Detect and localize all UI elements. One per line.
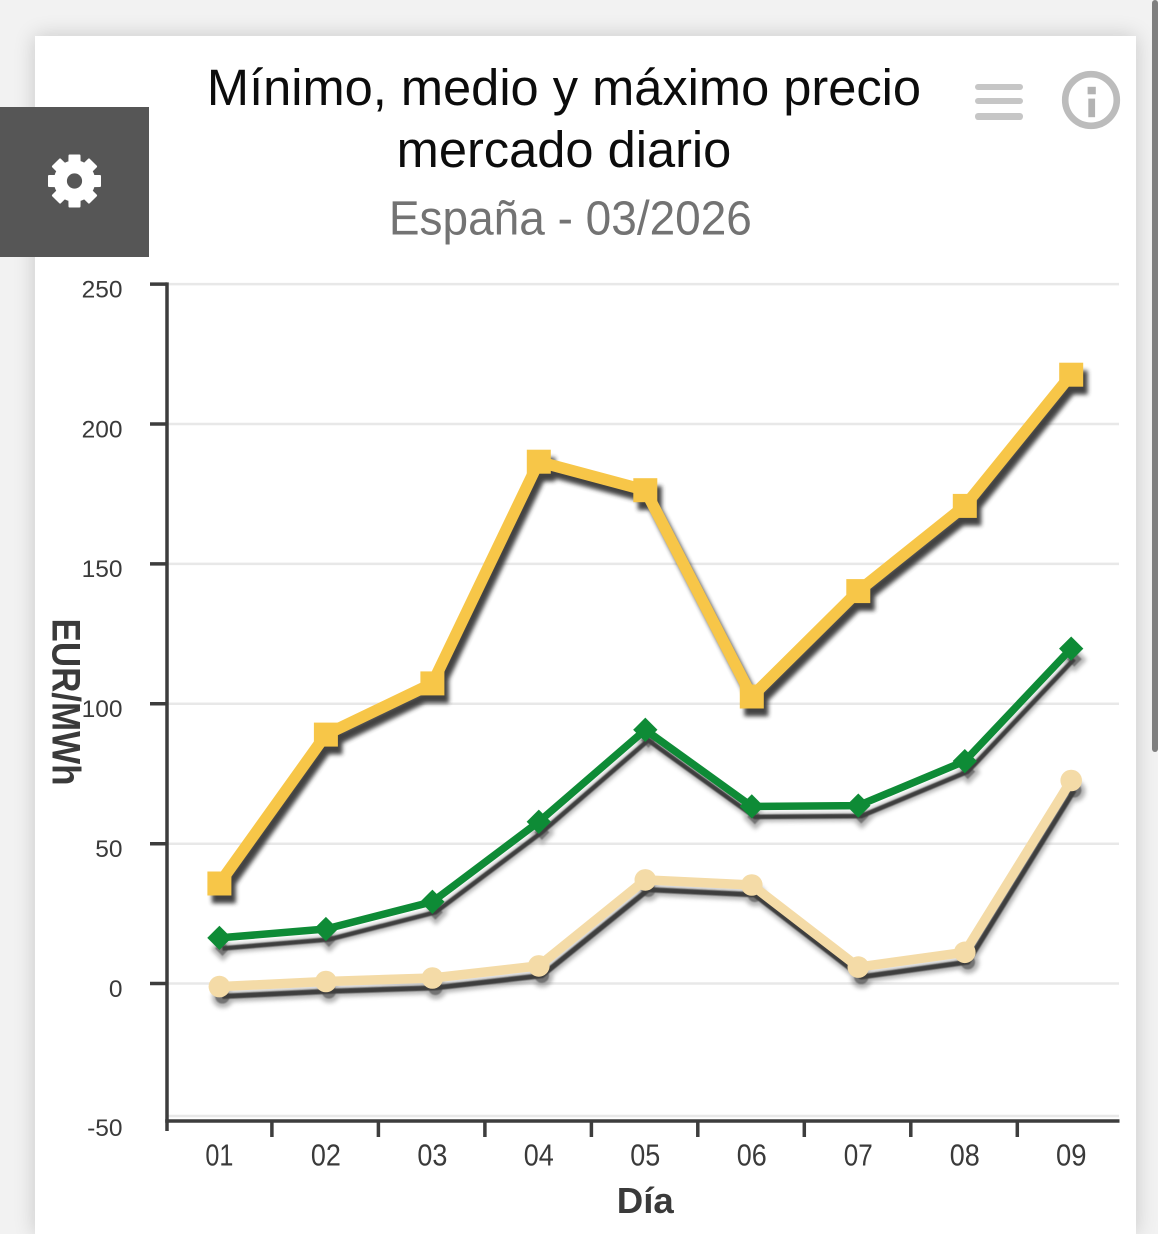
svg-text:09: 09 (1056, 1138, 1087, 1173)
svg-text:0: 0 (109, 976, 123, 1003)
svg-text:08: 08 (950, 1138, 980, 1173)
svg-text:100: 100 (82, 696, 123, 723)
svg-text:01: 01 (205, 1138, 233, 1173)
svg-text:04: 04 (524, 1138, 554, 1173)
svg-text:06: 06 (737, 1138, 767, 1173)
svg-text:250: 250 (82, 276, 123, 303)
svg-text:02: 02 (311, 1138, 341, 1173)
svg-text:EUR/MWh: EUR/MWh (44, 619, 88, 786)
svg-text:05: 05 (630, 1138, 660, 1173)
svg-text:España - 03/2026: España - 03/2026 (389, 191, 752, 245)
svg-text:Día: Día (617, 1180, 675, 1221)
svg-text:03: 03 (417, 1138, 447, 1173)
svg-text:50: 50 (95, 836, 122, 863)
svg-text:200: 200 (82, 416, 123, 443)
svg-text:150: 150 (82, 556, 123, 583)
svg-text:07: 07 (844, 1138, 873, 1173)
svg-text:-50: -50 (87, 1115, 122, 1142)
